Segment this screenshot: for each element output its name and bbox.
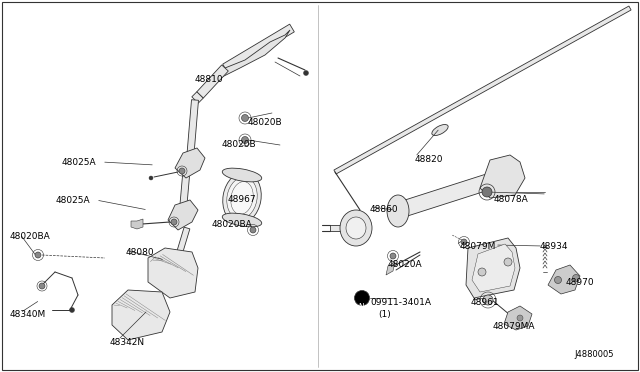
Ellipse shape	[223, 172, 261, 224]
Text: 48020B: 48020B	[248, 118, 283, 127]
Circle shape	[70, 308, 74, 312]
Ellipse shape	[340, 210, 372, 246]
Circle shape	[250, 227, 256, 233]
Polygon shape	[220, 30, 290, 78]
Ellipse shape	[346, 217, 366, 239]
Polygon shape	[334, 6, 631, 174]
Ellipse shape	[432, 125, 448, 135]
Text: 48340M: 48340M	[10, 310, 46, 319]
Text: J4880005: J4880005	[574, 350, 614, 359]
Polygon shape	[131, 219, 143, 229]
Polygon shape	[192, 92, 203, 103]
Circle shape	[241, 115, 248, 122]
Text: 48079M: 48079M	[460, 242, 497, 251]
Text: 48860: 48860	[370, 205, 399, 214]
Circle shape	[461, 239, 467, 245]
Text: 48025A: 48025A	[62, 158, 97, 167]
Text: (1): (1)	[378, 310, 391, 319]
Circle shape	[39, 283, 45, 289]
Text: 09911-3401A: 09911-3401A	[370, 298, 431, 307]
Text: 48020B: 48020B	[222, 140, 257, 149]
Ellipse shape	[231, 182, 253, 214]
Polygon shape	[480, 155, 525, 198]
Text: 48078A: 48078A	[494, 195, 529, 204]
Circle shape	[517, 315, 523, 321]
Circle shape	[179, 168, 185, 174]
Text: 48961: 48961	[471, 298, 500, 307]
Circle shape	[35, 252, 41, 258]
Text: 48820: 48820	[415, 155, 444, 164]
Polygon shape	[330, 225, 350, 231]
Polygon shape	[175, 148, 205, 178]
Polygon shape	[548, 265, 580, 294]
Text: 48342N: 48342N	[110, 338, 145, 347]
Text: 48079MA: 48079MA	[493, 322, 536, 331]
Circle shape	[554, 276, 561, 283]
Circle shape	[171, 219, 177, 225]
Text: 48970: 48970	[566, 278, 595, 287]
Circle shape	[483, 295, 493, 305]
Text: 48020BA: 48020BA	[10, 232, 51, 241]
Circle shape	[303, 71, 308, 76]
Text: 48020BA: 48020BA	[212, 220, 253, 229]
Polygon shape	[196, 65, 228, 98]
Polygon shape	[223, 24, 294, 72]
Circle shape	[241, 137, 248, 144]
Circle shape	[482, 187, 492, 197]
Polygon shape	[386, 262, 395, 275]
Circle shape	[355, 291, 369, 305]
Polygon shape	[504, 306, 532, 330]
Circle shape	[390, 253, 396, 259]
Circle shape	[573, 275, 579, 282]
Polygon shape	[397, 170, 502, 218]
Polygon shape	[148, 248, 198, 298]
Ellipse shape	[222, 168, 262, 182]
Polygon shape	[168, 200, 198, 230]
Polygon shape	[466, 238, 520, 298]
Text: 48020A: 48020A	[388, 260, 422, 269]
Ellipse shape	[227, 177, 257, 219]
Text: 48810: 48810	[195, 75, 223, 84]
Circle shape	[504, 258, 512, 266]
Text: 48080: 48080	[126, 248, 155, 257]
Text: N: N	[358, 303, 364, 312]
Circle shape	[478, 268, 486, 276]
Polygon shape	[186, 100, 198, 160]
Polygon shape	[179, 176, 189, 210]
Ellipse shape	[387, 195, 409, 227]
Ellipse shape	[222, 213, 262, 227]
Polygon shape	[112, 290, 170, 340]
Circle shape	[149, 176, 153, 180]
Text: 48967: 48967	[228, 195, 257, 204]
Polygon shape	[175, 227, 190, 259]
Polygon shape	[472, 244, 515, 292]
Text: 48934: 48934	[540, 242, 568, 251]
Text: 48025A: 48025A	[56, 196, 91, 205]
